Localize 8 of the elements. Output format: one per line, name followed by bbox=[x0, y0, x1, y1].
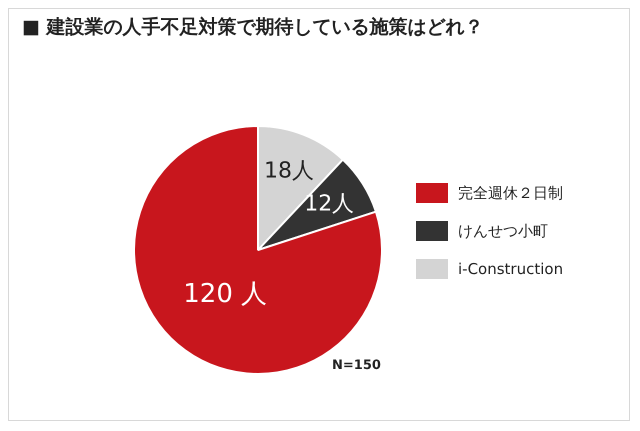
text: N=150 bbox=[332, 358, 381, 373]
legend-label: 完全週休２日制 bbox=[458, 184, 563, 202]
data-label: 18人 bbox=[264, 158, 314, 184]
data-label: 120 人 bbox=[183, 278, 268, 309]
data-label: 12人 bbox=[304, 192, 354, 217]
legend-label: i-Construction bbox=[458, 260, 564, 278]
legend-label: けんせつ小町 bbox=[458, 222, 548, 240]
chart-title: ■ 建設業の人手不足対策で期待している施策はどれ？ bbox=[22, 15, 484, 40]
